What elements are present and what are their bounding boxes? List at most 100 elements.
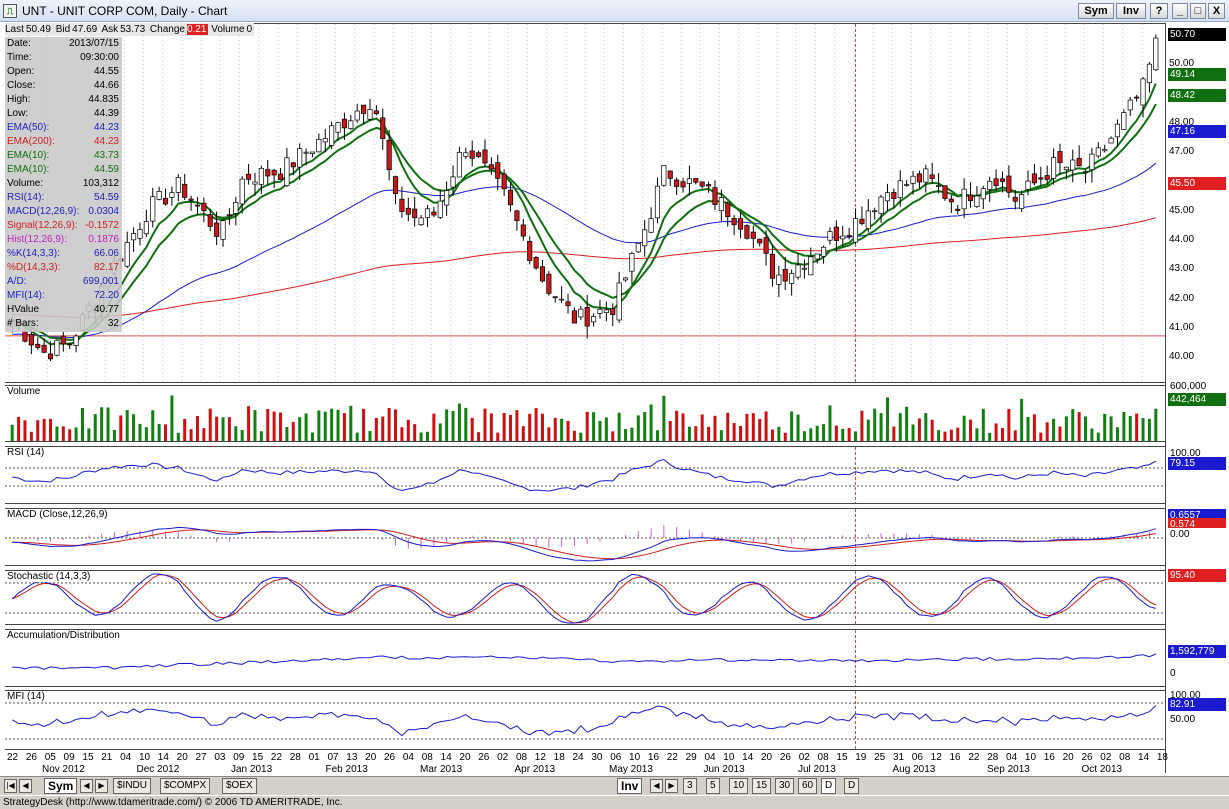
timeframe-tab-3[interactable]: 15: [752, 778, 772, 794]
data-window-value: 44.66: [93, 80, 119, 91]
candle-down: [246, 173, 252, 180]
candle-down: [380, 117, 386, 139]
timeframe-tab-7[interactable]: D: [844, 778, 860, 794]
volume-bar: [1045, 422, 1049, 441]
volume-bar: [87, 428, 91, 441]
volume-chart[interactable]: [5, 386, 1165, 442]
maximize-button[interactable]: □: [1190, 3, 1206, 19]
candle-up: [239, 178, 245, 205]
date-axis-month: Sep 2013: [987, 764, 1030, 775]
volume-bar: [662, 395, 666, 441]
date-axis-day: 14: [1138, 752, 1150, 763]
first-icon[interactable]: |◀: [4, 779, 17, 793]
ad-chart[interactable]: [5, 630, 1165, 687]
data-window-row: Hist(12,26,9): 0.1876: [5, 233, 122, 247]
volume-bar: [777, 426, 781, 441]
volume-bar: [598, 420, 602, 441]
candle-down: [265, 169, 271, 177]
date-axis-day: 26: [1081, 752, 1093, 763]
inv-button[interactable]: Inv: [1116, 3, 1146, 19]
volume-bar: [783, 432, 787, 441]
candle-down: [35, 343, 41, 348]
data-window: Date: 2013/07/15 Time: 09:30:00 Open: 44.55 Cl…: [5, 37, 122, 332]
volume-bar: [285, 427, 289, 441]
mfi-panel[interactable]: MFI (14): [5, 690, 1165, 750]
prev-icon[interactable]: ◀: [19, 779, 32, 793]
macd-signal-line: [12, 529, 1156, 560]
macd-chart[interactable]: [5, 509, 1165, 566]
volume-bar: [400, 427, 404, 441]
data-window-value: 44.55: [93, 66, 119, 77]
indicator-axis-tag: 600,000: [1168, 380, 1226, 393]
date-axis-day: 06: [610, 752, 622, 763]
help-button[interactable]: ?: [1150, 3, 1168, 19]
timeframe-tab-5[interactable]: 60: [798, 778, 818, 794]
volume-bar: [885, 397, 889, 441]
mfi-chart[interactable]: [5, 691, 1165, 750]
candle-up: [1121, 112, 1127, 130]
candle-down: [290, 162, 296, 168]
volume-bar: [221, 417, 225, 441]
sym-button[interactable]: Sym: [1078, 3, 1114, 19]
volume-bar: [764, 411, 768, 441]
rsi-panel[interactable]: RSI (14): [5, 446, 1165, 504]
volume-bar: [802, 431, 806, 441]
date-axis-day: 04: [704, 752, 716, 763]
date-axis-day: 15: [82, 752, 94, 763]
sym-next-icon[interactable]: ▶: [95, 779, 108, 793]
close-button[interactable]: X: [1208, 3, 1225, 19]
candle-up: [801, 267, 807, 270]
volume-bar: [381, 416, 385, 441]
date-axis-month: Jan 2013: [231, 764, 273, 775]
data-window-label: A/D:: [7, 276, 27, 287]
macd-panel[interactable]: MACD (Close,12,26,9): [5, 508, 1165, 566]
candle-down: [476, 152, 482, 157]
stochastic-panel[interactable]: Stochastic (14,3,3): [5, 570, 1165, 625]
timeframe-tab-4[interactable]: 30: [775, 778, 795, 794]
volume-label: Volume: [211, 24, 245, 35]
timeframe-tab-6[interactable]: D: [821, 778, 837, 794]
price-chart-panel[interactable]: [5, 23, 1165, 383]
candle-down: [584, 307, 590, 327]
rsi-chart[interactable]: [5, 447, 1165, 504]
volume-panel[interactable]: Volume: [5, 385, 1165, 442]
candle-up: [329, 125, 335, 146]
candle-up: [814, 253, 820, 260]
symbol-tab-indu[interactable]: $INDU: [113, 778, 152, 794]
volume-bar: [521, 426, 525, 441]
stochastic-chart[interactable]: [5, 571, 1165, 625]
timeframe-tab-0[interactable]: 3: [683, 778, 697, 794]
price-chart[interactable]: [5, 24, 1165, 383]
inv-tab[interactable]: Inv: [617, 778, 643, 794]
candle-down: [392, 176, 399, 195]
symbol-tab-oex[interactable]: $OEX: [222, 778, 257, 794]
price-axis-tag: 47.16: [1168, 125, 1226, 138]
ad-panel[interactable]: Accumulation/Distribution: [5, 629, 1165, 687]
volume-bar: [336, 409, 340, 441]
date-axis-day: 02: [798, 752, 810, 763]
minimize-button[interactable]: _: [1172, 3, 1188, 19]
volume-bar: [675, 410, 679, 441]
price-axis-tick: 41.00: [1169, 322, 1195, 334]
candle-up: [1108, 137, 1114, 144]
volume-bar: [125, 410, 129, 441]
sym-prev-icon[interactable]: ◀: [80, 779, 93, 793]
volume-bar: [943, 431, 947, 441]
inv-prev-icon[interactable]: ◀: [650, 779, 663, 793]
volume-bar: [240, 429, 244, 441]
candle-down: [680, 181, 686, 188]
date-axis-day: 08: [817, 752, 829, 763]
sym-tab[interactable]: Sym: [44, 778, 78, 794]
volume-bar: [655, 430, 659, 441]
candle-up: [559, 298, 565, 301]
symbol-tab-compx[interactable]: $COMPX: [160, 778, 211, 794]
timeframe-tab-1[interactable]: 5: [706, 778, 720, 794]
stoch-k-line: [11, 573, 1156, 624]
data-window-row: Volume: 103,312: [5, 177, 122, 191]
timeframe-tab-2[interactable]: 10: [729, 778, 749, 794]
volume-bar: [253, 410, 257, 441]
volume-bar: [828, 405, 832, 441]
data-window-label: %K(14,3,3):: [7, 248, 60, 259]
inv-next-icon[interactable]: ▶: [665, 779, 678, 793]
volume-bar: [29, 431, 33, 441]
